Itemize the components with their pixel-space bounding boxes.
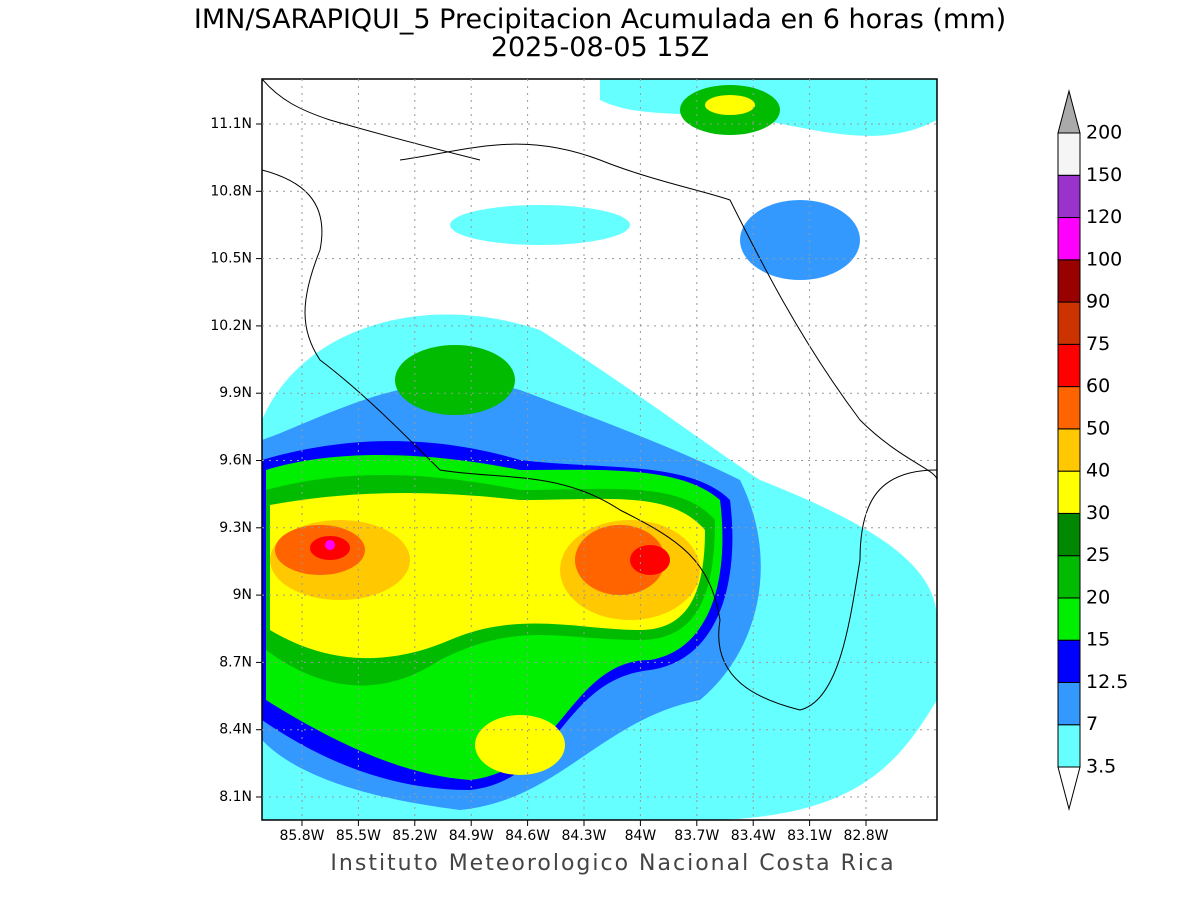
coastline	[262, 169, 441, 471]
precip-field	[262, 79, 937, 820]
lat-tick-label: 10.8N	[210, 183, 252, 199]
precip-area	[575, 525, 665, 595]
colorbar-box	[1057, 555, 1081, 599]
colorbar-box	[1057, 301, 1081, 345]
lat-tick-label: 8.4N	[219, 722, 252, 738]
colorbar-over-arrow	[1057, 89, 1081, 134]
border	[262, 79, 481, 161]
colorbar-box	[1057, 259, 1081, 303]
colorbar-label: 120	[1086, 206, 1122, 228]
precip-area	[740, 200, 860, 280]
precip-area	[450, 205, 630, 245]
precip-area	[395, 345, 515, 415]
colorbar-label: 60	[1086, 375, 1110, 397]
colorbar-box	[1057, 681, 1081, 726]
colorbar-label: 15	[1086, 629, 1110, 651]
lon-tick-label: 85.5W	[336, 828, 381, 844]
precip-area	[325, 540, 335, 550]
lat-tick-label: 8.1N	[219, 789, 252, 805]
lon-tick-label: 84.9W	[449, 828, 494, 844]
colorbar-box	[1057, 343, 1081, 388]
lon-tick-label: 84.3W	[561, 828, 606, 844]
precip-area	[630, 545, 670, 575]
colorbar-label: 75	[1086, 333, 1110, 355]
colorbar-label: 90	[1086, 291, 1110, 313]
colorbar-label: 7	[1086, 713, 1098, 735]
lat-tick-label: 10.2N	[210, 318, 252, 334]
colorbar-label: 3.5	[1086, 756, 1116, 778]
subtitle: 2025-08-05 15Z	[491, 32, 709, 63]
colorbar-label: 200	[1086, 122, 1122, 144]
colorbar-label: 100	[1086, 248, 1122, 270]
colorbar-label: 30	[1086, 502, 1110, 524]
colorbar-box	[1057, 132, 1081, 176]
lon-tick-label: 83.1W	[787, 828, 832, 844]
lat-tick-label: 9N	[233, 587, 252, 603]
precip-area	[475, 715, 565, 775]
colorbar-label: 40	[1086, 460, 1110, 482]
colorbar-box	[1057, 428, 1081, 472]
colorbar-label: 25	[1086, 544, 1110, 566]
lat-tick-label: 9.9N	[219, 385, 252, 401]
colorbar-box	[1057, 639, 1081, 683]
title: IMN/SARAPIQUI_5 Precipitacion Acumulada …	[194, 4, 1006, 35]
map-frame	[261, 78, 938, 821]
lon-tick-label: 83.7W	[674, 828, 719, 844]
coastline	[399, 143, 937, 481]
colorbar-label: 150	[1086, 164, 1122, 186]
colorbar-under-arrow	[1057, 766, 1081, 811]
precip-area	[705, 95, 755, 115]
lon-tick-label: 82.8W	[843, 828, 888, 844]
colorbar-box	[1057, 217, 1081, 261]
colorbar-label: 50	[1086, 417, 1110, 439]
colorbar-box	[1057, 470, 1081, 514]
lon-tick-label: 83.4W	[731, 828, 776, 844]
colorbar-box	[1057, 512, 1081, 557]
lat-tick-label: 9.3N	[219, 520, 252, 536]
colorbar-label: 20	[1086, 586, 1110, 608]
footer: Instituto Meteorologico Nacional Costa R…	[330, 851, 895, 876]
colorbar-box	[1057, 597, 1081, 641]
lat-tick-label: 8.7N	[219, 654, 252, 670]
colorbar-label: 12.5	[1086, 671, 1128, 693]
lon-tick-label: 84.6W	[505, 828, 550, 844]
colorbar-box	[1057, 724, 1081, 768]
colorbar-box	[1057, 386, 1081, 430]
lon-tick-label: 85.8W	[279, 828, 324, 844]
lat-tick-label: 11.1N	[210, 116, 252, 132]
lon-tick-label: 85.2W	[392, 828, 437, 844]
colorbar-box	[1057, 174, 1081, 219]
coastline	[439, 469, 937, 711]
lat-tick-label: 9.6N	[219, 453, 252, 469]
lon-tick-label: 84W	[625, 828, 657, 844]
lat-tick-label: 10.5N	[210, 251, 252, 267]
